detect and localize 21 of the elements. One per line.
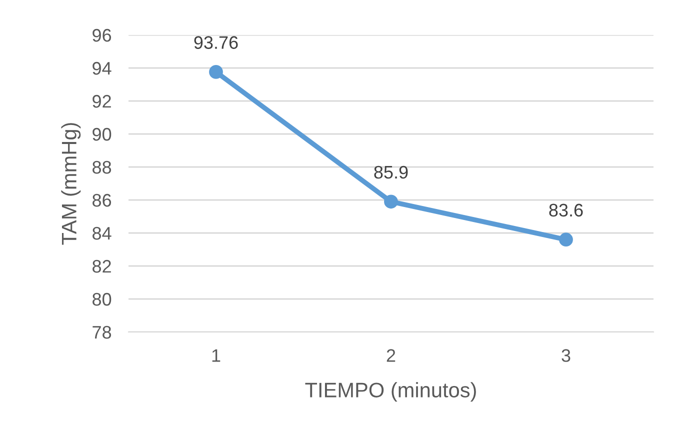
x-tick-label: 2 [386,349,396,362]
x-axis-title: TIEMPO (minutos) [305,382,476,402]
y-tick-label: 78 [92,326,112,339]
y-tick-label: 94 [92,62,112,75]
y-tick-label: 82 [92,260,111,273]
point [384,194,398,209]
data-label: 83.6 [549,204,583,217]
x-tick-label: 1 [212,349,220,362]
data-label: 85.9 [374,166,408,179]
y-tick-label: 92 [92,94,111,108]
y-axis-title: TAM (mmHg) [61,123,81,245]
y-tick-label: 88 [92,160,112,174]
y-tick-label: 90 [92,128,112,141]
x-tick-label: 3 [562,349,570,362]
y-tick-label: 84 [92,226,112,240]
point [209,65,223,79]
data-label: 93.76 [194,36,238,49]
y-tick-label: 86 [92,194,112,207]
point [559,232,573,247]
y-tick-label: 96 [92,28,112,42]
y-tick-label: 80 [92,292,112,306]
